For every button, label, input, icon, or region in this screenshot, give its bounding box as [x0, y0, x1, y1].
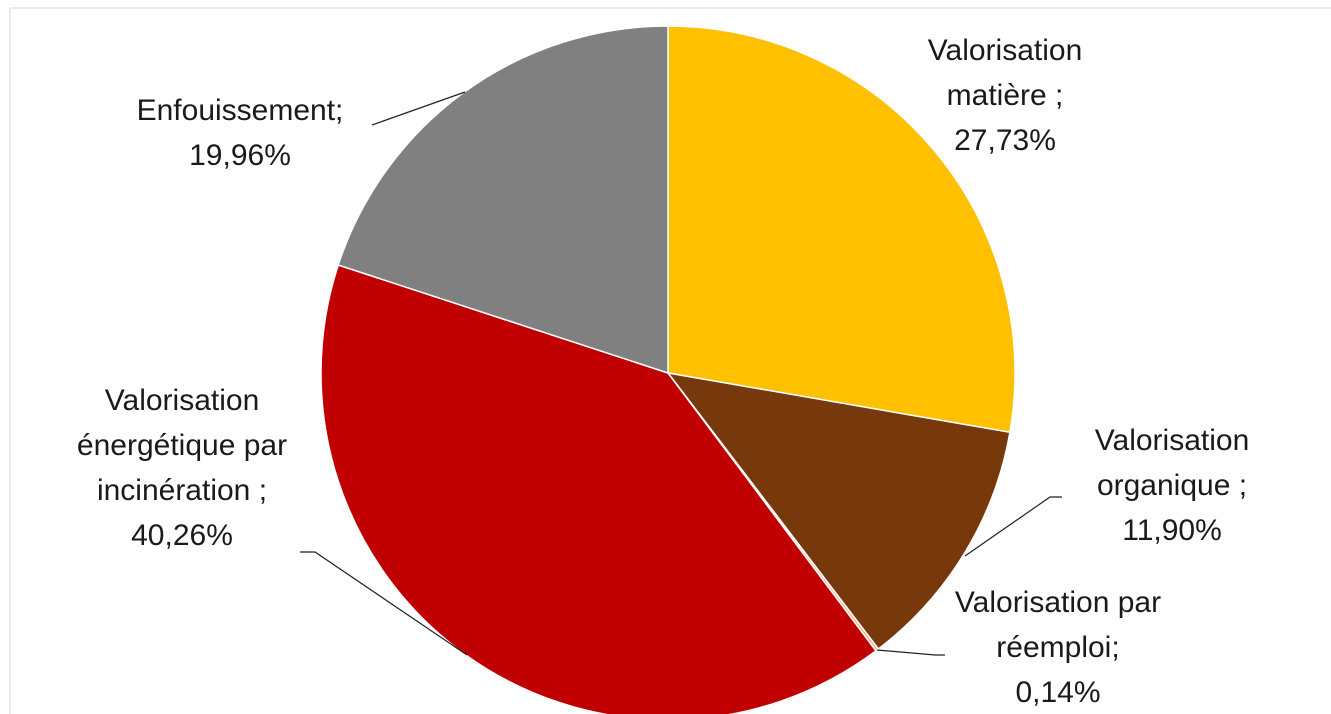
- leader-line: [964, 496, 1062, 557]
- label-value: 0,14%: [1015, 676, 1101, 709]
- data-label: Valorisation matière ; 27,73%: [890, 28, 1120, 163]
- data-label: Valorisation par réemploi; 0,14%: [943, 580, 1173, 714]
- data-label: Valorisation organique ; 11,90%: [1057, 418, 1287, 553]
- label-category: Valorisation par réemploi;: [954, 586, 1162, 664]
- label-value: 11,90%: [1122, 514, 1222, 547]
- label-category: Valorisation énergétique par incinératio…: [76, 384, 288, 507]
- pie-slice: [666, 371, 1011, 651]
- label-category: Valorisation organique ;: [1094, 424, 1250, 502]
- chart-border: [9, 7, 1331, 714]
- data-label: Enfouissement; 19,96%: [95, 88, 385, 178]
- leader-line: [371, 91, 466, 126]
- pie-slice: [667, 25, 1016, 434]
- label-category: Enfouissement;: [136, 94, 344, 127]
- leader-line: [300, 551, 468, 656]
- label-category: Valorisation matière ;: [927, 34, 1083, 112]
- label-value: 40,26%: [131, 519, 233, 552]
- label-value: 19,96%: [189, 139, 291, 172]
- label-value: 27,73%: [954, 124, 1056, 157]
- leader-line: [876, 649, 945, 656]
- data-label: Valorisation énergétique par incinératio…: [57, 378, 307, 558]
